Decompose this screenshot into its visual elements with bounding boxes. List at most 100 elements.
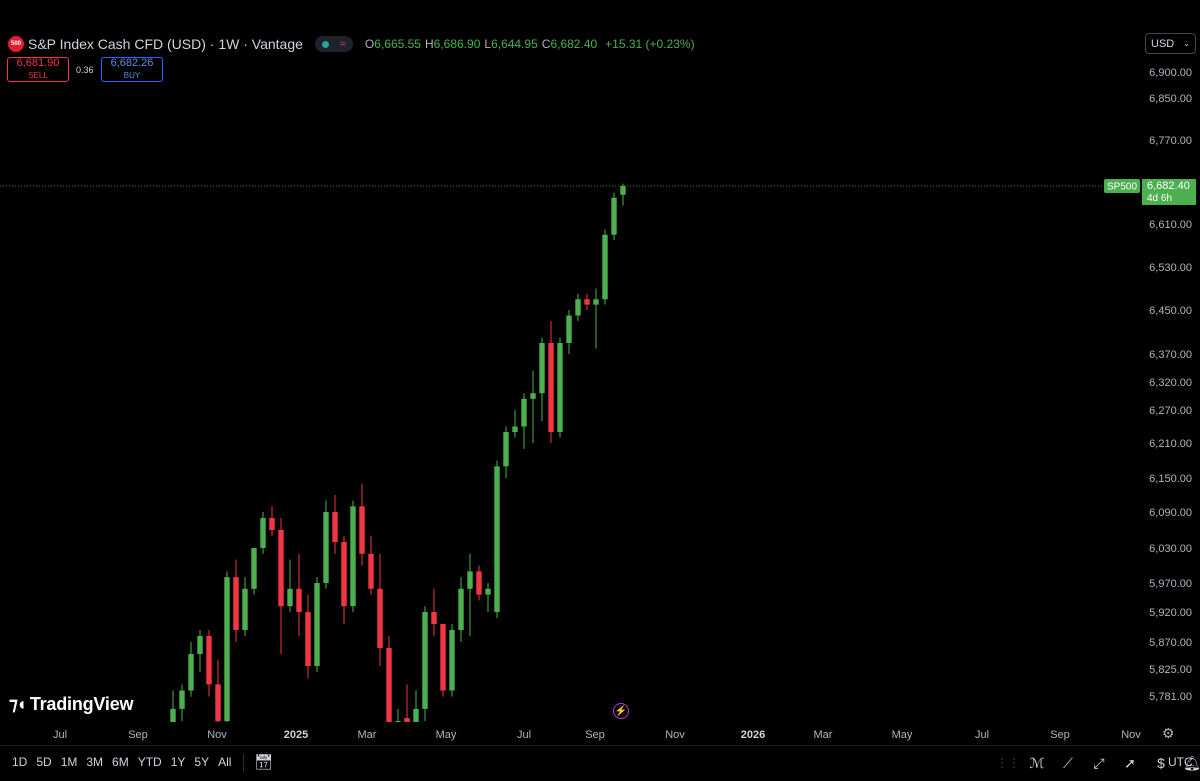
range-button-1m[interactable]: 1M xyxy=(60,755,78,769)
currency-value: USD xyxy=(1151,37,1175,50)
candle xyxy=(539,337,545,421)
range-button-1d[interactable]: 1D xyxy=(12,755,28,769)
candle-body xyxy=(467,571,473,589)
currency-select[interactable]: USD ⌄ xyxy=(1145,33,1196,54)
dollar-price-icon[interactable]: $ xyxy=(1157,755,1165,771)
candle xyxy=(602,229,608,305)
symbol-tag xyxy=(1104,178,1140,193)
candle xyxy=(584,293,590,310)
candle-body xyxy=(332,512,338,542)
symbol-logo[interactable]: 500 xyxy=(8,36,24,52)
price-tick-label: 6,090.00 xyxy=(1149,507,1192,519)
candle-body xyxy=(377,588,383,648)
price-axis[interactable]: 6,900.00 6,850.00 6,770.00 6,610.00 6,530.00… xyxy=(1149,67,1192,703)
price-tick-label: 6,270.00 xyxy=(1149,405,1192,417)
candle xyxy=(215,660,221,722)
candle xyxy=(368,536,374,595)
market-status-pill[interactable]: ≈ xyxy=(314,36,353,52)
range-button-1y[interactable]: 1Y xyxy=(170,755,186,769)
candle-body xyxy=(188,654,194,691)
calendar-range-icon[interactable]: 📅︎ xyxy=(254,754,274,771)
spread-value: 0.36 xyxy=(76,65,94,75)
candle-body xyxy=(296,588,302,612)
candle xyxy=(269,506,275,536)
candle xyxy=(251,548,257,595)
candle-body xyxy=(350,506,356,607)
candle xyxy=(494,460,500,618)
last-price-tag: SP500 6,682.40 4d 6h xyxy=(1104,178,1196,205)
price-tick-label: 5,970.00 xyxy=(1149,578,1192,590)
candle xyxy=(485,583,491,612)
candle-body xyxy=(251,548,257,589)
candle xyxy=(188,642,194,697)
time-tick-label: Mar xyxy=(358,729,377,741)
candle-body xyxy=(242,588,248,630)
indicators-icon[interactable]: ℳ xyxy=(1029,754,1045,771)
candle-body xyxy=(602,234,608,300)
close-value: 6,682.40 xyxy=(550,37,598,51)
candle-body xyxy=(548,343,554,432)
time-tick-label: May xyxy=(892,729,913,741)
candle xyxy=(197,630,203,673)
candle-body xyxy=(314,583,320,666)
time-tick-label: Jul xyxy=(975,729,989,741)
ray-tool-icon[interactable]: ⤢ xyxy=(1093,754,1105,771)
price-tick-label: 5,870.00 xyxy=(1149,637,1192,649)
candle xyxy=(512,410,518,438)
candle-body xyxy=(170,708,176,722)
candle xyxy=(179,684,185,722)
grip-icon[interactable]: ⋮⋮ xyxy=(996,756,1020,770)
price-tick-label: 6,210.00 xyxy=(1149,438,1192,450)
sell-price: 6,681.90 xyxy=(16,57,60,69)
lightning-icon[interactable]: ⚡ xyxy=(613,703,629,719)
candle-body xyxy=(341,542,347,607)
price-tick-label: 6,370.00 xyxy=(1149,349,1192,361)
price-tick-label: 5,825.00 xyxy=(1149,664,1192,676)
time-tick-label: Sep xyxy=(1050,729,1070,741)
range-button-6m[interactable]: 6M xyxy=(112,755,129,769)
price-tick-label: 6,530.00 xyxy=(1149,262,1192,274)
line-tool-icon[interactable]: ⟋ xyxy=(1063,754,1073,771)
candle-body xyxy=(521,398,527,427)
time-tick-label: Sep xyxy=(128,729,148,741)
candle-body xyxy=(611,197,617,235)
timezone-label[interactable]: UTC xyxy=(1168,755,1193,769)
time-axis[interactable]: Jul Sep Nov 2025 Mar May Jul Sep Nov 2026 Mar May Ju… xyxy=(53,729,1141,741)
candle xyxy=(593,288,599,349)
candle xyxy=(260,512,266,554)
sell-button[interactable]: 6,681.90 SELL xyxy=(7,57,69,82)
candle-body xyxy=(323,512,329,583)
candle-body xyxy=(422,612,428,709)
range-button-5y[interactable]: 5Y xyxy=(194,755,210,769)
range-button-all[interactable]: All xyxy=(218,755,232,769)
candle-body xyxy=(224,577,230,722)
price-tag-value: 6,682.40 xyxy=(1147,180,1190,192)
bottom-toolbar: 1D 5D 1M 3M 6M YTD 1Y 5Y All 📅︎ ⋮⋮ ℳ ⟋ ⤢ ➚ $ 🔔︎ … xyxy=(0,745,1200,781)
candle xyxy=(413,690,419,722)
buy-button[interactable]: 6,682.26 BUY xyxy=(101,57,163,82)
candle-body xyxy=(458,588,464,630)
symbol-title[interactable]: S&P Index Cash CFD (USD) · 1W · Vantage xyxy=(28,36,303,52)
drawing-tools: ⋮⋮ ℳ ⟋ ⤢ ➚ $ 🔔︎ xyxy=(996,751,1200,775)
high-value: 6,686.90 xyxy=(433,37,481,51)
candle-body xyxy=(395,721,401,723)
candle xyxy=(503,426,509,478)
low-label: L xyxy=(484,37,492,51)
tradingview-logo[interactable]: ⁊◖ TradingView xyxy=(9,694,134,715)
range-button-3m[interactable]: 3M xyxy=(86,755,104,769)
candle-body xyxy=(485,588,491,595)
cursor-icon[interactable]: ➚ xyxy=(1124,754,1136,771)
candle-body xyxy=(494,466,500,612)
change-value: +15.31 (+0.23%) xyxy=(605,37,695,51)
candle-body xyxy=(449,630,455,691)
candle-body xyxy=(557,343,563,432)
bell-alert-icon[interactable]: 🔔︎ xyxy=(1183,754,1200,771)
range-button-ytd[interactable]: YTD xyxy=(137,755,162,769)
price-tick-label: 6,450.00 xyxy=(1149,305,1192,317)
range-button-5d[interactable]: 5D xyxy=(36,755,52,769)
market-open-icon xyxy=(322,40,330,48)
gear-icon[interactable]: ⚙ xyxy=(1162,725,1175,741)
candle-body xyxy=(287,588,293,607)
candle xyxy=(305,594,311,679)
